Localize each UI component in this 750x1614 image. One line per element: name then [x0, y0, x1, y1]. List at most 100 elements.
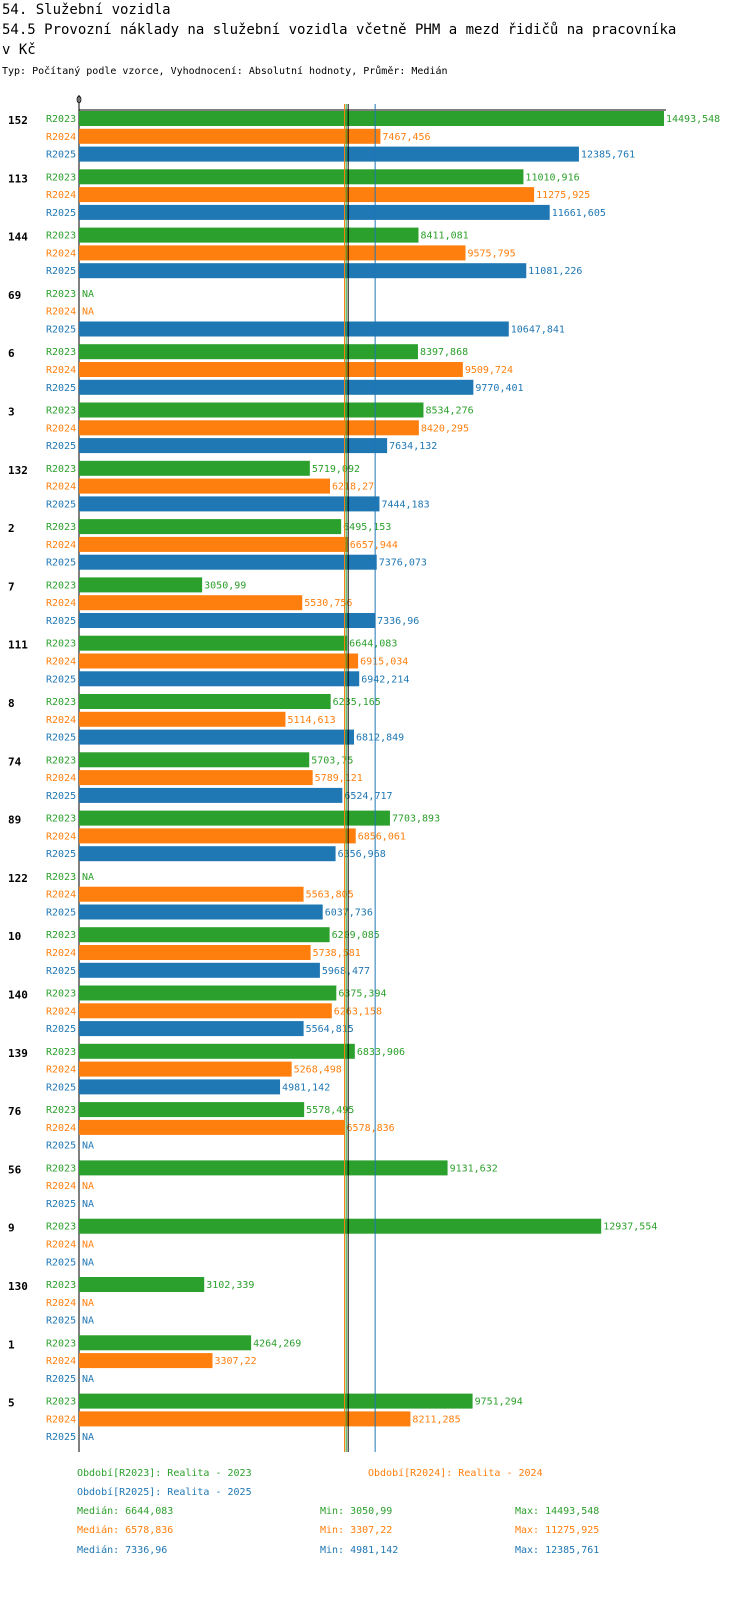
category-label: 122 [8, 872, 28, 885]
bar-r2023 [79, 1393, 473, 1409]
series-label-r2025: R2025 [46, 558, 76, 569]
na-label: NA [82, 1316, 94, 1327]
data-label: 8411,081 [420, 231, 468, 242]
na-label: NA [82, 1181, 94, 1192]
category-label: 139 [8, 1047, 28, 1060]
series-label-r2023: R2023 [46, 172, 76, 183]
bar-r2025 [79, 787, 343, 803]
data-label: 14493,548 [666, 114, 720, 125]
series-label-r2025: R2025 [46, 791, 76, 802]
data-label: 9131,632 [450, 1163, 498, 1174]
data-label: 4264,269 [253, 1338, 301, 1349]
category-label: 5 [8, 1397, 15, 1410]
bar-r2023 [79, 752, 310, 768]
data-label: 9751,294 [475, 1397, 523, 1408]
series-label-r2024: R2024 [46, 657, 76, 668]
bar-r2025 [79, 962, 320, 978]
data-label: 11081,226 [528, 266, 582, 277]
category-label: 6 [8, 347, 15, 360]
series-label-r2025: R2025 [46, 325, 76, 336]
category-label: 140 [8, 989, 28, 1002]
data-label: 7376,073 [379, 558, 427, 569]
bar-r2023 [79, 694, 331, 709]
category-label: 89 [8, 814, 21, 827]
series-label-r2024: R2024 [46, 1181, 76, 1192]
series-label-r2025: R2025 [46, 1316, 76, 1327]
series-label-r2023: R2023 [46, 989, 76, 1000]
series-label-r2023: R2023 [46, 639, 76, 650]
na-label: NA [82, 307, 94, 318]
stat-max: Max: 11275,925 [515, 1525, 599, 1536]
bar-r2024 [79, 945, 311, 960]
bar-r2025 [79, 904, 323, 920]
category-label: 113 [8, 172, 28, 185]
series-label-r2024: R2024 [46, 890, 76, 901]
data-label: 7634,132 [389, 441, 437, 452]
data-label: 6235,165 [333, 697, 381, 708]
bar-r2023 [79, 1160, 448, 1176]
data-label: 10647,841 [511, 325, 565, 336]
data-label: 6524,717 [344, 791, 392, 802]
bar-r2025 [79, 1079, 281, 1095]
legend-r2024: Období[R2024]: Realita - 2024 [368, 1467, 543, 1479]
bar-r2025 [79, 671, 360, 687]
series-label-r2023: R2023 [46, 1105, 76, 1116]
data-label: 6218,27 [332, 482, 374, 493]
data-label: 5114,613 [287, 715, 335, 726]
data-label: 11275,925 [536, 190, 590, 201]
series-label-r2025: R2025 [46, 849, 76, 860]
bar-r2025 [79, 321, 509, 337]
data-label: 5564,815 [306, 1024, 354, 1035]
series-label-r2025: R2025 [46, 208, 76, 219]
category-label: 10 [8, 930, 21, 943]
series-label-r2025: R2025 [46, 441, 76, 452]
series-label-r2024: R2024 [46, 1123, 76, 1134]
series-label-r2024: R2024 [46, 1414, 76, 1425]
data-label: 5268,498 [294, 1065, 342, 1076]
na-label: NA [82, 1199, 94, 1210]
series-label-r2024: R2024 [46, 1356, 76, 1367]
data-label: 6495,153 [343, 522, 391, 533]
bar-r2023 [79, 1277, 205, 1292]
data-label: 5719,092 [312, 464, 360, 475]
category-label: 132 [8, 464, 28, 477]
series-label-r2023: R2023 [46, 1163, 76, 1174]
category-label: 111 [8, 639, 28, 652]
bar-r2025 [79, 263, 527, 279]
bar-r2025 [79, 379, 474, 395]
series-label-r2024: R2024 [46, 715, 76, 726]
data-label: 7444,183 [381, 499, 429, 510]
bar-r2025 [79, 146, 579, 162]
data-label: 6375,394 [338, 989, 386, 1000]
series-label-r2024: R2024 [46, 365, 76, 376]
series-label-r2025: R2025 [46, 1374, 76, 1385]
bar-r2024 [79, 420, 419, 436]
data-label: 7467,456 [382, 132, 430, 143]
series-label-r2023: R2023 [46, 580, 76, 591]
data-label: 6942,214 [361, 674, 409, 685]
bar-r2024 [79, 595, 303, 611]
na-label: NA [82, 1374, 94, 1385]
na-label: NA [82, 1298, 94, 1309]
category-label: 2 [8, 522, 15, 535]
bar-r2023 [79, 810, 390, 826]
series-label-r2023: R2023 [46, 1280, 76, 1291]
series-label-r2024: R2024 [46, 1298, 76, 1309]
category-label: 56 [8, 1163, 22, 1176]
series-label-r2023: R2023 [46, 289, 76, 300]
bar-r2024 [79, 1353, 213, 1369]
series-label-r2024: R2024 [46, 1240, 76, 1251]
bar-r2023 [79, 1218, 602, 1234]
data-label: 4981,142 [282, 1082, 330, 1093]
series-label-r2023: R2023 [46, 114, 76, 125]
series-label-r2023: R2023 [46, 697, 76, 708]
series-label-r2023: R2023 [46, 522, 76, 533]
series-label-r2024: R2024 [46, 831, 76, 842]
category-label: 69 [8, 289, 21, 302]
bar-r2024 [79, 1061, 292, 1077]
category-label: 144 [8, 231, 28, 244]
bar-r2025 [79, 846, 336, 862]
data-label: 9509,724 [465, 365, 513, 376]
series-label-r2024: R2024 [46, 1006, 76, 1017]
stat-max: Max: 14493,548 [515, 1506, 599, 1517]
